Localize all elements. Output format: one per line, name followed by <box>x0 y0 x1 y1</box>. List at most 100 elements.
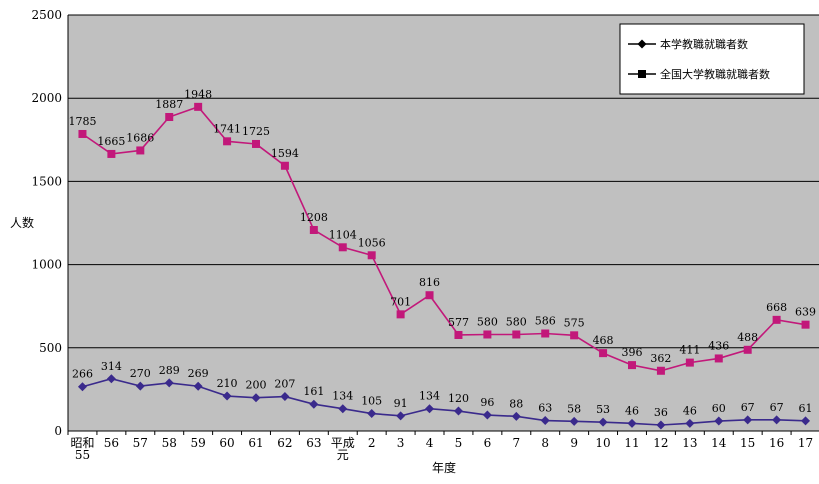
data-label: 270 <box>130 367 151 380</box>
data-label: 200 <box>246 379 267 392</box>
x-tick-label: 11 <box>624 436 639 450</box>
data-label: 67 <box>741 401 755 414</box>
data-point <box>656 420 666 430</box>
x-tick-label: 10 <box>595 436 610 450</box>
data-point <box>685 418 695 428</box>
data-label: 36 <box>654 406 668 419</box>
x-tick-label: 12 <box>653 436 668 450</box>
x-tick-label: 58 <box>162 436 177 450</box>
series-layer <box>77 102 811 430</box>
x-tick-label: 60 <box>219 436 234 450</box>
data-label: 289 <box>159 364 180 377</box>
data-label: 577 <box>448 316 469 329</box>
data-label: 468 <box>593 334 614 347</box>
data-label: 67 <box>770 401 784 414</box>
data-point <box>483 330 492 339</box>
data-label: 1785 <box>68 115 96 128</box>
y-tick-label: 500 <box>39 341 62 355</box>
y-tick-label: 0 <box>54 424 62 438</box>
data-point <box>222 391 232 401</box>
data-point <box>309 225 318 234</box>
data-point <box>685 358 694 367</box>
data-label: 701 <box>390 295 411 308</box>
data-label: 120 <box>448 392 469 405</box>
data-label: 1208 <box>300 211 328 224</box>
data-point <box>511 411 521 421</box>
data-point <box>628 361 636 370</box>
data-label: 586 <box>535 314 556 327</box>
data-point <box>743 345 752 354</box>
data-point <box>309 399 319 409</box>
legend-marker <box>638 70 646 78</box>
data-label: 580 <box>506 315 527 328</box>
data-point <box>801 416 811 426</box>
data-point <box>425 291 434 300</box>
x-tick-label: 61 <box>248 436 263 450</box>
data-label: 134 <box>419 390 440 403</box>
legend-label: 全国大学教職就職者数 <box>660 67 770 81</box>
data-point <box>714 354 723 363</box>
data-point <box>280 161 289 170</box>
data-label: 1725 <box>242 125 270 138</box>
data-label: 63 <box>538 402 552 415</box>
x-tick-label: 4 <box>426 436 434 450</box>
data-label: 411 <box>679 344 700 357</box>
x-tick-label: 56 <box>104 436 119 450</box>
data-label: 396 <box>622 346 643 359</box>
x-axis-title: 年度 <box>432 460 456 475</box>
data-label: 1594 <box>271 147 299 160</box>
x-tick-label: 8 <box>541 436 549 450</box>
data-point <box>77 382 87 392</box>
data-point <box>656 366 665 375</box>
data-point <box>107 149 116 158</box>
data-label: 1741 <box>213 122 241 135</box>
data-point <box>598 417 608 427</box>
data-label: 580 <box>477 315 498 328</box>
data-point <box>540 416 550 426</box>
data-label: 91 <box>394 397 408 410</box>
data-point <box>251 393 261 403</box>
data-point <box>743 415 753 425</box>
data-point <box>482 410 492 420</box>
data-point <box>164 378 174 388</box>
data-point <box>512 330 521 339</box>
x-tick-label: 昭和 55 <box>70 436 94 462</box>
data-point <box>569 416 579 426</box>
y-tick-label: 1500 <box>31 174 62 188</box>
data-label: 668 <box>766 301 787 314</box>
x-tick-label: 59 <box>191 436 206 450</box>
data-point <box>570 331 579 340</box>
data-label: 266 <box>72 368 93 381</box>
gridlines <box>68 14 819 349</box>
data-point <box>627 418 637 428</box>
data-label: 1104 <box>329 228 357 241</box>
series-line-2 <box>82 105 806 372</box>
data-point <box>223 137 232 146</box>
data-label: 96 <box>480 396 494 409</box>
data-label: 61 <box>799 402 813 415</box>
legend-label: 本学教職就職者数 <box>660 37 748 51</box>
data-label: 53 <box>596 403 610 416</box>
data-label: 88 <box>509 397 523 410</box>
data-label: 1887 <box>155 98 183 111</box>
x-tick-label: 16 <box>769 436 784 450</box>
data-label: 207 <box>274 378 295 391</box>
legend-marker <box>637 39 647 49</box>
x-tick-label: 5 <box>455 436 463 450</box>
data-point <box>454 330 463 339</box>
data-label: 639 <box>795 306 816 319</box>
data-point <box>338 243 347 252</box>
data-point <box>165 113 174 122</box>
data-label: 575 <box>564 316 585 329</box>
data-point <box>78 129 87 138</box>
data-label: 210 <box>217 377 238 390</box>
x-tick-label: 17 <box>798 436 813 450</box>
data-label: 1686 <box>126 131 154 144</box>
data-point <box>280 392 290 402</box>
data-point <box>136 146 145 155</box>
data-label: 46 <box>683 404 697 417</box>
data-label: 161 <box>303 385 324 398</box>
